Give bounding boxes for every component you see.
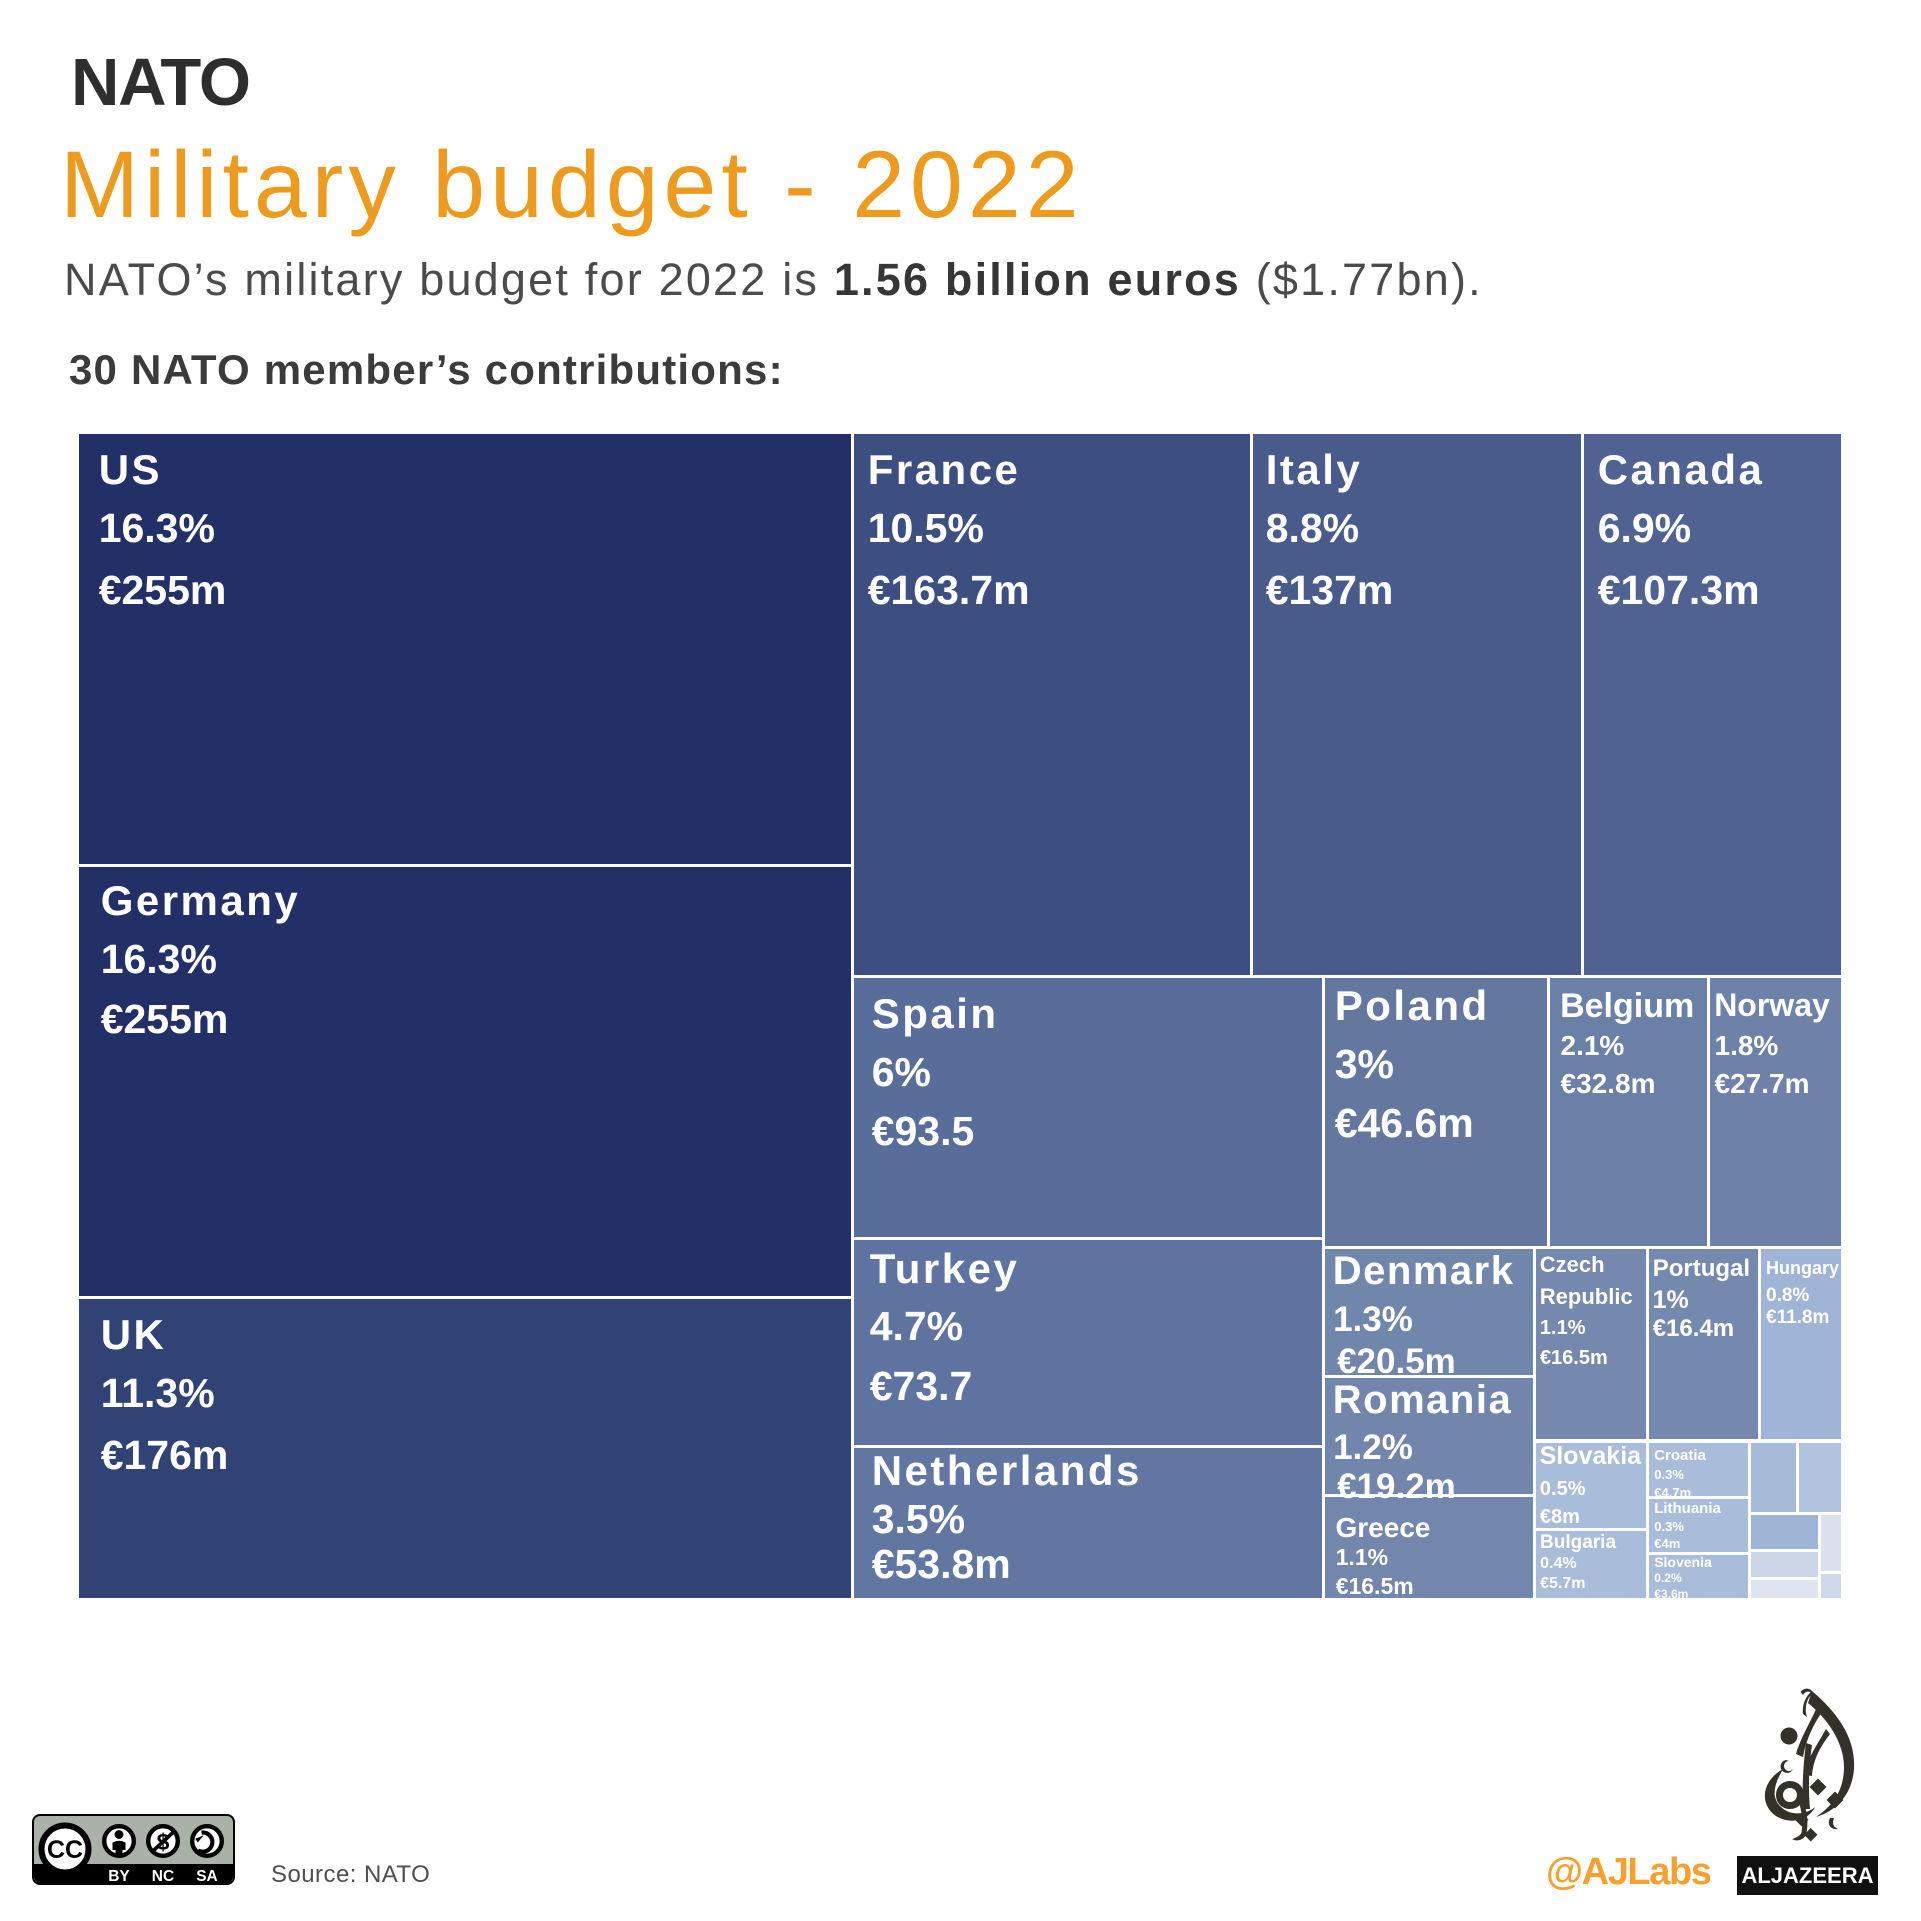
svg-text:BY: BY bbox=[108, 1868, 130, 1885]
svg-text:CC: CC bbox=[47, 1836, 83, 1864]
svg-text:SA: SA bbox=[196, 1868, 218, 1885]
svg-text:NC: NC bbox=[152, 1868, 174, 1885]
